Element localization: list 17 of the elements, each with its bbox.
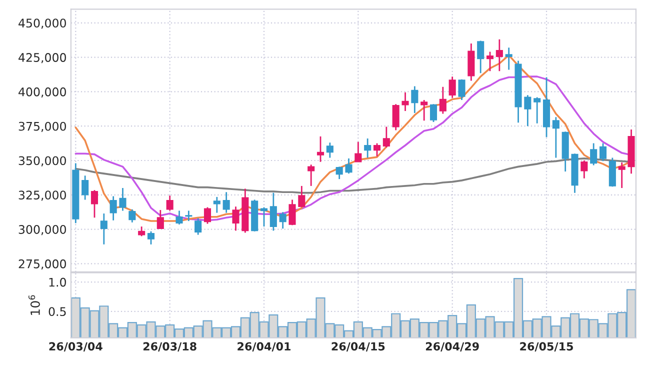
x-tick-label: 26/03/04 [49, 342, 102, 352]
y-tick-label: 425,000 [18, 53, 66, 64]
y-tick-label: 400,000 [18, 87, 66, 98]
y-tick-label: 375,000 [18, 122, 66, 132]
y-tick-label: 1.0 [49, 278, 66, 287]
y-tick-label: 300,000 [18, 225, 66, 236]
y-tick-label: 450,000 [18, 18, 66, 29]
y-tick-label: 0.5 [48, 307, 66, 316]
x-tick-label: 26/04/01 [238, 342, 290, 352]
y-axis-title: 10$^{6}$ [28, 295, 40, 315]
y-tick-label: 325,000 [18, 190, 66, 201]
x-tick-label: 26/05/15 [520, 342, 573, 352]
x-tick-label: 26/04/29 [426, 342, 479, 352]
y-tick-label: 350,000 [18, 156, 66, 166]
x-tick-label: 26/03/18 [143, 342, 196, 352]
y-tick-label: 275,000 [18, 259, 66, 270]
x-tick-label: 26/04/15 [332, 342, 385, 352]
